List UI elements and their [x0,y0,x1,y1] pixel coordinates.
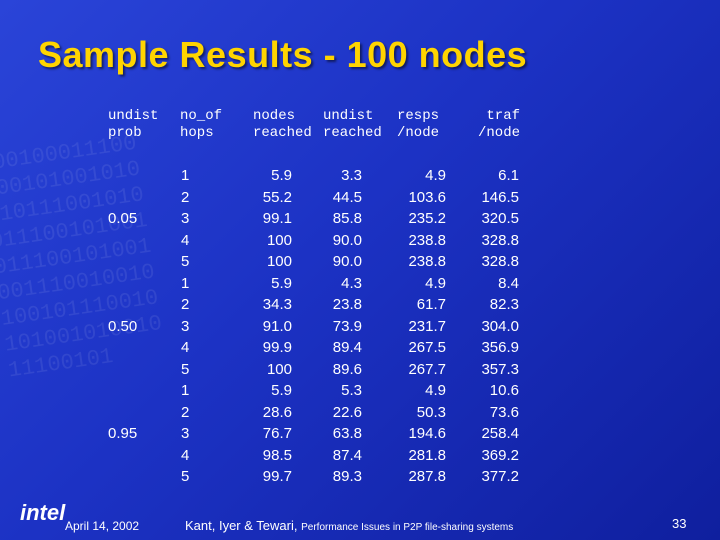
date: April 14, 2002 [65,519,140,533]
value-cell: 98.5 [262,446,292,464]
value-cell: 369.2 [481,446,519,464]
value-cell: 8.4 [498,274,519,292]
value-cell: 89.4 [332,339,362,356]
hops-cell: 2 [181,188,190,206]
column-header: no_of [180,108,223,124]
value-cell: 85.8 [332,210,362,227]
page-number: 33 [672,516,687,531]
value-cell: 23.8 [332,296,362,313]
column-header: /node [397,125,440,141]
hops-cell: 5 [181,360,190,378]
value-cell: 238.8 [408,253,446,270]
hops-cell: 3 [181,425,190,442]
prob-cell: 0.50 [108,317,138,335]
hops-cell: 1 [181,382,190,399]
value-cell: 99.1 [262,210,292,227]
column-header: undist [323,108,374,124]
hops-cell: 3 [181,210,190,227]
value-cell: 99.7 [262,468,292,485]
hops-cell: 4 [181,339,190,356]
value-cell: 76.7 [262,425,292,442]
value-cell: 146.5 [481,188,519,206]
column-header: undist [108,108,159,124]
value-cell: 90.0 [332,231,362,249]
logo: intel [20,500,66,525]
column-header: hops [180,125,214,141]
prob-cell: 0.95 [108,425,138,442]
value-cell: 3.3 [341,167,362,184]
hops-cell: 3 [181,317,190,335]
value-cell: 357.3 [481,360,519,378]
value-cell: 90.0 [332,253,362,270]
value-cell: 103.6 [408,188,446,206]
value-cell: 4.9 [425,167,446,184]
value-cell: 6.1 [498,167,519,184]
value-cell: 91.0 [262,317,292,335]
column-header: reached [253,125,312,141]
value-cell: 328.8 [481,231,519,249]
value-cell: 4.3 [341,274,362,292]
value-cell: 100 [266,231,292,249]
column-header: prob [108,125,142,141]
value-cell: 328.8 [481,253,519,270]
prob-cell: 0.05 [108,210,138,227]
value-cell: 287.8 [408,468,446,485]
slide-title: Sample Results - 100 nodes [38,34,528,75]
hops-cell: 1 [181,274,190,292]
value-cell: 267.5 [408,339,446,356]
value-cell: 377.2 [481,468,519,485]
value-cell: 82.3 [489,296,519,313]
column-header: resps [397,108,440,124]
value-cell: 267.7 [408,360,446,378]
hops-cell: 2 [181,296,190,313]
paper-title: Performance Issues in P2P file-sharing s… [301,522,514,533]
value-cell: 238.8 [408,231,446,249]
value-cell: 22.6 [332,403,362,421]
value-cell: 5.9 [271,382,292,399]
hops-cell: 2 [181,403,190,421]
hops-cell: 5 [181,253,190,270]
column-header: reached [323,125,382,141]
value-cell: 5.9 [271,167,292,184]
value-cell: 89.3 [332,468,362,485]
value-cell: 100 [266,253,292,270]
value-cell: 4.9 [425,382,446,399]
value-cell: 44.5 [332,188,362,206]
value-cell: 235.2 [408,210,446,227]
value-cell: 231.7 [408,317,446,335]
authors: Kant, Iyer & Tewari, [185,518,298,533]
value-cell: 87.4 [332,446,362,464]
column-header: traf [486,108,520,124]
value-cell: 89.6 [332,360,362,378]
value-cell: 73.6 [489,403,519,421]
value-cell: 4.9 [425,274,446,292]
column-header: /node [477,125,520,141]
value-cell: 99.9 [262,339,292,356]
value-cell: 50.3 [416,403,446,421]
column-header: nodes [253,108,296,124]
value-cell: 73.9 [332,317,362,335]
value-cell: 10.6 [489,382,519,399]
hops-cell: 5 [181,468,190,485]
hops-cell: 4 [181,231,190,249]
value-cell: 194.6 [408,425,446,442]
value-cell: 55.2 [262,188,292,206]
citation: Kant, Iyer & Tewari, Performance Issues … [185,518,513,533]
decor: 1001000111001001010010100101110010100111… [0,130,164,384]
value-cell: 34.3 [262,296,292,313]
value-cell: 100 [266,360,292,378]
value-cell: 356.9 [481,339,519,356]
hops-cell: 4 [181,446,190,464]
value-cell: 63.8 [332,425,362,442]
value-cell: 5.3 [341,382,362,399]
value-cell: 304.0 [481,317,519,335]
value-cell: 61.7 [416,296,446,313]
value-cell: 320.5 [481,210,519,227]
value-cell: 28.6 [262,403,292,421]
value-cell: 258.4 [481,425,519,442]
value-cell: 281.8 [408,446,446,464]
hops-cell: 1 [181,167,190,184]
value-cell: 5.9 [271,274,292,292]
